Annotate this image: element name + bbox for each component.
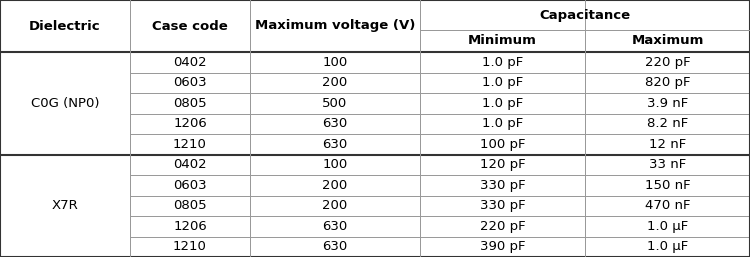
Text: 1210: 1210	[173, 240, 207, 253]
Bar	[250, 0, 420, 52]
Text: 1210: 1210	[173, 138, 207, 151]
Text: Minimum: Minimum	[468, 34, 537, 48]
Text: 1.0 pF: 1.0 pF	[482, 97, 524, 110]
Text: 1206: 1206	[173, 117, 207, 130]
Text: Maximum: Maximum	[632, 34, 704, 48]
Bar	[0, 52, 130, 154]
Text: Capacitance: Capacitance	[539, 8, 631, 22]
Text: 0402: 0402	[173, 56, 207, 69]
Text: 3.9 nF: 3.9 nF	[646, 97, 688, 110]
Bar	[420, 154, 585, 175]
Bar	[420, 175, 585, 196]
Bar	[130, 52, 250, 72]
Bar	[130, 114, 250, 134]
Text: 0805: 0805	[173, 97, 207, 110]
Bar	[420, 114, 585, 134]
Bar	[585, 236, 750, 257]
Bar	[130, 93, 250, 114]
Bar	[0, 0, 130, 52]
Text: 470 nF: 470 nF	[645, 199, 690, 212]
Bar	[130, 0, 250, 52]
Bar	[130, 216, 250, 236]
Bar	[250, 134, 420, 154]
Text: 100: 100	[322, 56, 347, 69]
Text: 0805: 0805	[173, 199, 207, 212]
Text: 120 pF: 120 pF	[480, 158, 525, 171]
Bar	[250, 175, 420, 196]
Text: X7R: X7R	[52, 199, 78, 212]
Text: 1.0 pF: 1.0 pF	[482, 117, 524, 130]
Text: 820 pF: 820 pF	[645, 76, 690, 89]
Bar	[420, 72, 585, 93]
Bar	[585, 134, 750, 154]
Bar	[420, 196, 585, 216]
Bar	[130, 72, 250, 93]
Bar	[250, 236, 420, 257]
Text: 220 pF: 220 pF	[480, 220, 525, 233]
Bar	[250, 154, 420, 175]
Bar	[130, 154, 250, 175]
Text: 33 nF: 33 nF	[649, 158, 686, 171]
Bar	[585, 93, 750, 114]
Bar	[0, 154, 130, 257]
Text: 8.2 nF: 8.2 nF	[646, 117, 688, 130]
Bar	[420, 134, 585, 154]
Text: 1.0 μF: 1.0 μF	[646, 220, 688, 233]
Text: Case code: Case code	[152, 20, 228, 32]
Text: 100 pF: 100 pF	[480, 138, 525, 151]
Bar	[250, 196, 420, 216]
Bar	[420, 0, 750, 30]
Text: 150 nF: 150 nF	[645, 179, 690, 192]
Text: 500: 500	[322, 97, 347, 110]
Text: 0603: 0603	[173, 76, 207, 89]
Text: 1.0 pF: 1.0 pF	[482, 56, 524, 69]
Bar	[420, 52, 585, 72]
Bar	[250, 72, 420, 93]
Bar	[130, 175, 250, 196]
Bar	[420, 30, 585, 52]
Bar	[250, 114, 420, 134]
Bar	[585, 52, 750, 72]
Text: 200: 200	[322, 76, 347, 89]
Bar	[130, 134, 250, 154]
Bar	[585, 72, 750, 93]
Text: 630: 630	[322, 220, 347, 233]
Text: 390 pF: 390 pF	[480, 240, 525, 253]
Text: 100: 100	[322, 158, 347, 171]
Text: 330 pF: 330 pF	[480, 199, 525, 212]
Text: 630: 630	[322, 138, 347, 151]
Text: 12 nF: 12 nF	[649, 138, 686, 151]
Bar	[420, 236, 585, 257]
Text: 0402: 0402	[173, 158, 207, 171]
Bar	[250, 216, 420, 236]
Bar	[585, 114, 750, 134]
Text: Dielectric: Dielectric	[29, 20, 100, 32]
Bar	[585, 175, 750, 196]
Bar	[585, 216, 750, 236]
Bar	[585, 154, 750, 175]
Text: 1.0 μF: 1.0 μF	[646, 240, 688, 253]
Text: 630: 630	[322, 117, 347, 130]
Bar	[420, 216, 585, 236]
Bar	[250, 52, 420, 72]
Bar	[250, 93, 420, 114]
Bar	[585, 196, 750, 216]
Text: 200: 200	[322, 199, 347, 212]
Text: 220 pF: 220 pF	[645, 56, 690, 69]
Text: 0603: 0603	[173, 179, 207, 192]
Text: C0G (NP0): C0G (NP0)	[31, 97, 99, 110]
Text: 630: 630	[322, 240, 347, 253]
Bar	[130, 196, 250, 216]
Text: 200: 200	[322, 179, 347, 192]
Bar	[420, 93, 585, 114]
Text: 1.0 pF: 1.0 pF	[482, 76, 524, 89]
Text: 1206: 1206	[173, 220, 207, 233]
Text: 330 pF: 330 pF	[480, 179, 525, 192]
Bar	[130, 236, 250, 257]
Bar	[585, 30, 750, 52]
Text: Maximum voltage (V): Maximum voltage (V)	[255, 20, 416, 32]
